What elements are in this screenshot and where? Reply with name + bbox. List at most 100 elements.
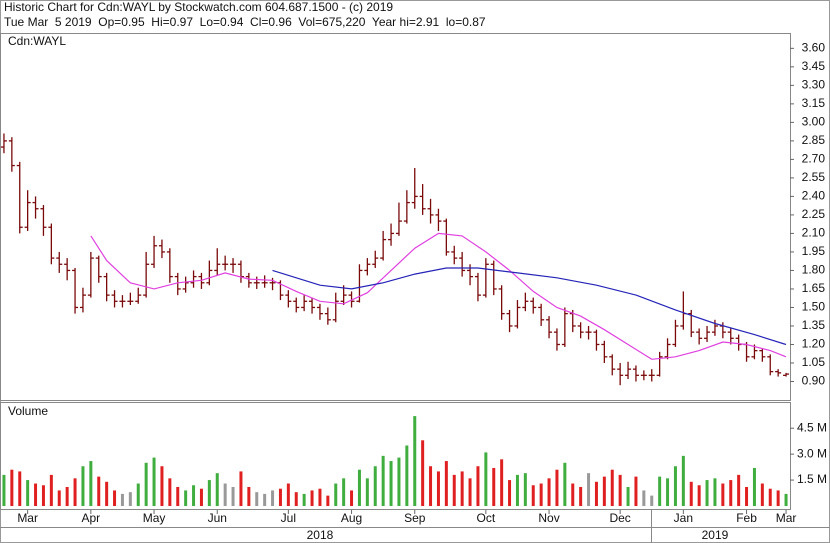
- volume-bar: [531, 485, 535, 506]
- volume-bar: [784, 493, 788, 506]
- moving-average: [90, 232, 787, 360]
- symbol-label: Cdn:WAYL: [8, 34, 66, 48]
- volume-bar: [760, 483, 764, 506]
- volume-bar: [594, 481, 598, 506]
- volume-bar: [642, 490, 646, 506]
- volume-bar: [689, 481, 693, 506]
- moving-average: [272, 267, 787, 346]
- volume-bar: [57, 490, 61, 506]
- volume-bar: [555, 469, 559, 506]
- volume-bar: [729, 480, 733, 506]
- y-tick-label: 3.00: [802, 115, 826, 129]
- volume-bar: [413, 416, 417, 506]
- y-tick-label: 2.70: [802, 152, 826, 166]
- volume-bar: [539, 483, 543, 506]
- y-tick-label: 1.65: [802, 281, 826, 295]
- y-tick-label: 3.15: [802, 96, 826, 110]
- volume-label: Volume: [8, 404, 48, 418]
- volume-tick-label: 3.0 M: [797, 446, 827, 460]
- volume-bar: [610, 469, 614, 506]
- y-tick-label: 2.10: [802, 226, 826, 240]
- volume-bar: [697, 485, 701, 506]
- volume-bar: [128, 492, 132, 506]
- volume-bar: [563, 462, 567, 506]
- y-tick-label: 1.95: [802, 244, 826, 258]
- volume-bar: [97, 476, 101, 506]
- volume-bar: [120, 493, 124, 506]
- volume-bar: [508, 480, 512, 506]
- volume-bar: [579, 486, 583, 506]
- volume-bar: [650, 495, 654, 506]
- volume-tick-label: 4.5 M: [797, 420, 827, 434]
- volume-bar: [81, 466, 85, 506]
- x-tick-label: Aug: [341, 511, 362, 525]
- x-tick-label: May: [143, 511, 166, 525]
- x-tick-label: Jul: [281, 511, 296, 525]
- volume-bar: [65, 486, 69, 506]
- volume-bar: [547, 478, 551, 506]
- y-tick-label: 1.80: [802, 263, 826, 277]
- volume-bar: [752, 467, 756, 506]
- volume-bar: [365, 478, 369, 506]
- volume-bar: [41, 485, 45, 506]
- volume-bar: [618, 474, 622, 506]
- y-tick-label: 0.90: [802, 374, 826, 388]
- volume-bar: [184, 490, 188, 506]
- chart-subtitle: Tue Mar 5 2019 Op=0.95 Hi=0.97 Lo=0.94 C…: [4, 15, 486, 29]
- year-label: 2018: [307, 528, 334, 542]
- volume-bar: [231, 486, 235, 506]
- volume-bar: [492, 467, 496, 506]
- x-tick-label: Jun: [208, 511, 227, 525]
- volume-bar: [26, 480, 30, 506]
- volume-bar: [176, 486, 180, 506]
- volume-panel: [0, 402, 791, 510]
- y-tick-label: 2.40: [802, 189, 826, 203]
- y-tick-label: 2.85: [802, 133, 826, 147]
- volume-bar: [199, 488, 203, 506]
- volume-bar: [207, 480, 211, 506]
- volume-bar: [681, 455, 685, 506]
- volume-bar: [49, 474, 53, 506]
- volume-bar: [223, 483, 227, 506]
- volume-bar: [776, 490, 780, 506]
- volume-bar: [523, 473, 527, 506]
- volume-bar: [326, 495, 330, 506]
- y-tick-label: 3.60: [802, 41, 826, 55]
- volume-bar: [10, 469, 14, 506]
- volume-bar: [389, 461, 393, 506]
- volume-bar: [160, 466, 164, 506]
- x-tick-label: Oct: [477, 511, 496, 525]
- volume-bar: [247, 486, 251, 506]
- price-panel: [0, 33, 791, 401]
- volume-bar: [152, 457, 156, 506]
- volume-bar: [105, 481, 109, 506]
- volume-bar: [136, 483, 140, 506]
- volume-bar: [255, 492, 259, 506]
- volume-bar: [397, 457, 401, 506]
- volume-bar: [666, 478, 670, 506]
- volume-bar: [721, 483, 725, 506]
- volume-bar: [278, 488, 282, 506]
- volume-bar: [73, 478, 77, 506]
- volume-bar: [673, 466, 677, 506]
- volume-bar: [460, 471, 464, 506]
- y-tick-label: 3.30: [802, 78, 826, 92]
- volume-bar: [215, 473, 219, 506]
- volume-bar: [658, 476, 662, 506]
- y-tick-label: 1.50: [802, 300, 826, 314]
- volume-bar: [350, 490, 354, 506]
- volume-bar: [271, 490, 275, 506]
- y-tick-label: 1.20: [802, 337, 826, 351]
- volume-bar: [745, 486, 749, 506]
- volume-bar: [144, 462, 148, 506]
- volume-bar: [705, 480, 709, 506]
- volume-bar: [587, 473, 591, 506]
- volume-bar: [602, 476, 606, 506]
- volume-bar: [429, 466, 433, 506]
- volume-bar: [342, 478, 346, 506]
- x-tick-label: Nov: [538, 511, 559, 525]
- volume-bar: [381, 455, 385, 506]
- x-tick-label: Mar: [776, 511, 797, 525]
- volume-bar: [286, 483, 290, 506]
